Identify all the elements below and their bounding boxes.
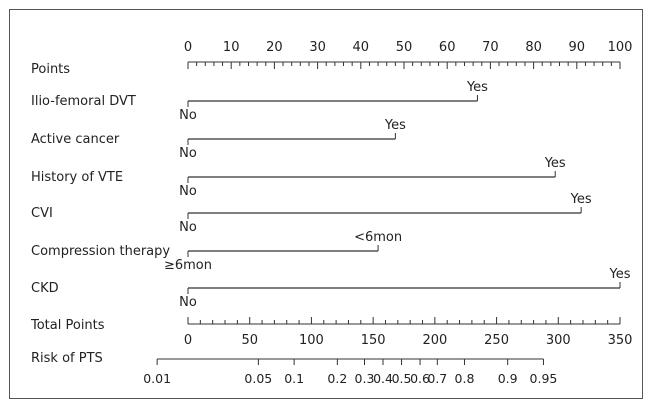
points-tick-label: 90: [569, 40, 586, 55]
points-tick-label: 60: [439, 40, 456, 55]
level-label: Yes: [544, 156, 566, 171]
level-label: No: [179, 108, 197, 123]
predictor-row: CVI No Yes: [31, 192, 592, 235]
total-points-tick-label: 200: [422, 333, 447, 348]
level-label: No: [179, 220, 197, 235]
total-points-tick-label: 150: [361, 333, 386, 348]
total-points-label: Total Points: [30, 318, 105, 333]
points-tick-label: 70: [482, 40, 499, 55]
predictor-label: Active cancer: [31, 132, 120, 147]
points-tick-label: 80: [525, 40, 542, 55]
total-points-tick-label: 0: [184, 333, 192, 348]
level-label: Yes: [384, 118, 406, 133]
predictor-row: Active cancer No Yes: [31, 118, 406, 161]
level-label: No: [179, 146, 197, 161]
risk-ticks: 0.01 0.05 0.1 0.2 0.30.40.50.60.7 0.8 0.9 0.95: [143, 359, 557, 386]
chart-border: [9, 9, 643, 399]
points-tick-label: 100: [608, 40, 633, 55]
level-label: Yes: [466, 80, 488, 95]
level-label: Yes: [570, 192, 592, 207]
points-scale: Points 0 10 20 30 40 50 60 70 80 90 100: [31, 40, 632, 77]
risk-tick-label: 0.4: [373, 371, 393, 386]
total-points-tick-label: 300: [546, 333, 571, 348]
total-points-tick-label: 50: [241, 333, 258, 348]
risk-tick-label: 0.7: [427, 371, 447, 386]
predictor-label: History of VTE: [31, 170, 123, 185]
risk-tick-label: 0.1: [284, 371, 304, 386]
points-tick-label: 40: [353, 40, 370, 55]
level-label: No: [179, 295, 197, 310]
total-points-tick-label: 250: [484, 333, 509, 348]
risk-scale: Risk of PTS 0.01 0.05 0.1 0.2 0.30.40.50.60.…: [31, 351, 557, 386]
risk-tick-label: 0.5: [392, 371, 412, 386]
risk-label: Risk of PTS: [31, 351, 103, 366]
total-points-tick-label: 100: [299, 333, 324, 348]
points-tick-label: 50: [396, 40, 413, 55]
level-label: No: [179, 184, 197, 199]
points-label: Points: [31, 62, 70, 77]
risk-tick-label: 0.2: [327, 371, 347, 386]
points-tick-label: 0: [184, 40, 192, 55]
predictor-label: Ilio-femoral DVT: [31, 94, 136, 109]
risk-tick-label: 0.9: [498, 371, 518, 386]
risk-tick-label: 0.8: [455, 371, 475, 386]
points-tick-label: 10: [223, 40, 240, 55]
risk-tick-label: 0.95: [530, 371, 558, 386]
predictor-row: CKD No Yes: [31, 267, 631, 310]
risk-tick-label: 0.6: [410, 371, 430, 386]
total-points-scale: Total Points 0 50 100 150 200 250 300 350: [30, 317, 632, 348]
predictor-row: History of VTE No Yes: [31, 156, 566, 199]
total-points-ticks: 0 50 100 150 200 250 300 350: [184, 317, 633, 348]
predictor-row: Compression therapy≥6mon <6mon: [31, 230, 402, 273]
predictor-label: CKD: [31, 281, 59, 296]
predictor-label: CVI: [31, 206, 53, 221]
risk-tick-label: 0.01: [143, 371, 171, 386]
points-tick-label: 30: [309, 40, 326, 55]
risk-tick-label: 0.05: [244, 371, 272, 386]
level-label: Yes: [609, 267, 631, 282]
points-ticks: 0 10 20 30 40 50 60 70 80 90 100: [184, 40, 633, 69]
risk-tick-label: 0.3: [355, 371, 375, 386]
points-tick-label: 20: [266, 40, 283, 55]
predictor-label: Compression therapy: [31, 244, 170, 259]
level-label: <6mon: [354, 230, 402, 245]
predictor-row: Ilio-femoral DVT No Yes: [31, 80, 488, 123]
level-label: ≥6mon: [164, 258, 212, 273]
total-points-tick-label: 350: [608, 333, 633, 348]
